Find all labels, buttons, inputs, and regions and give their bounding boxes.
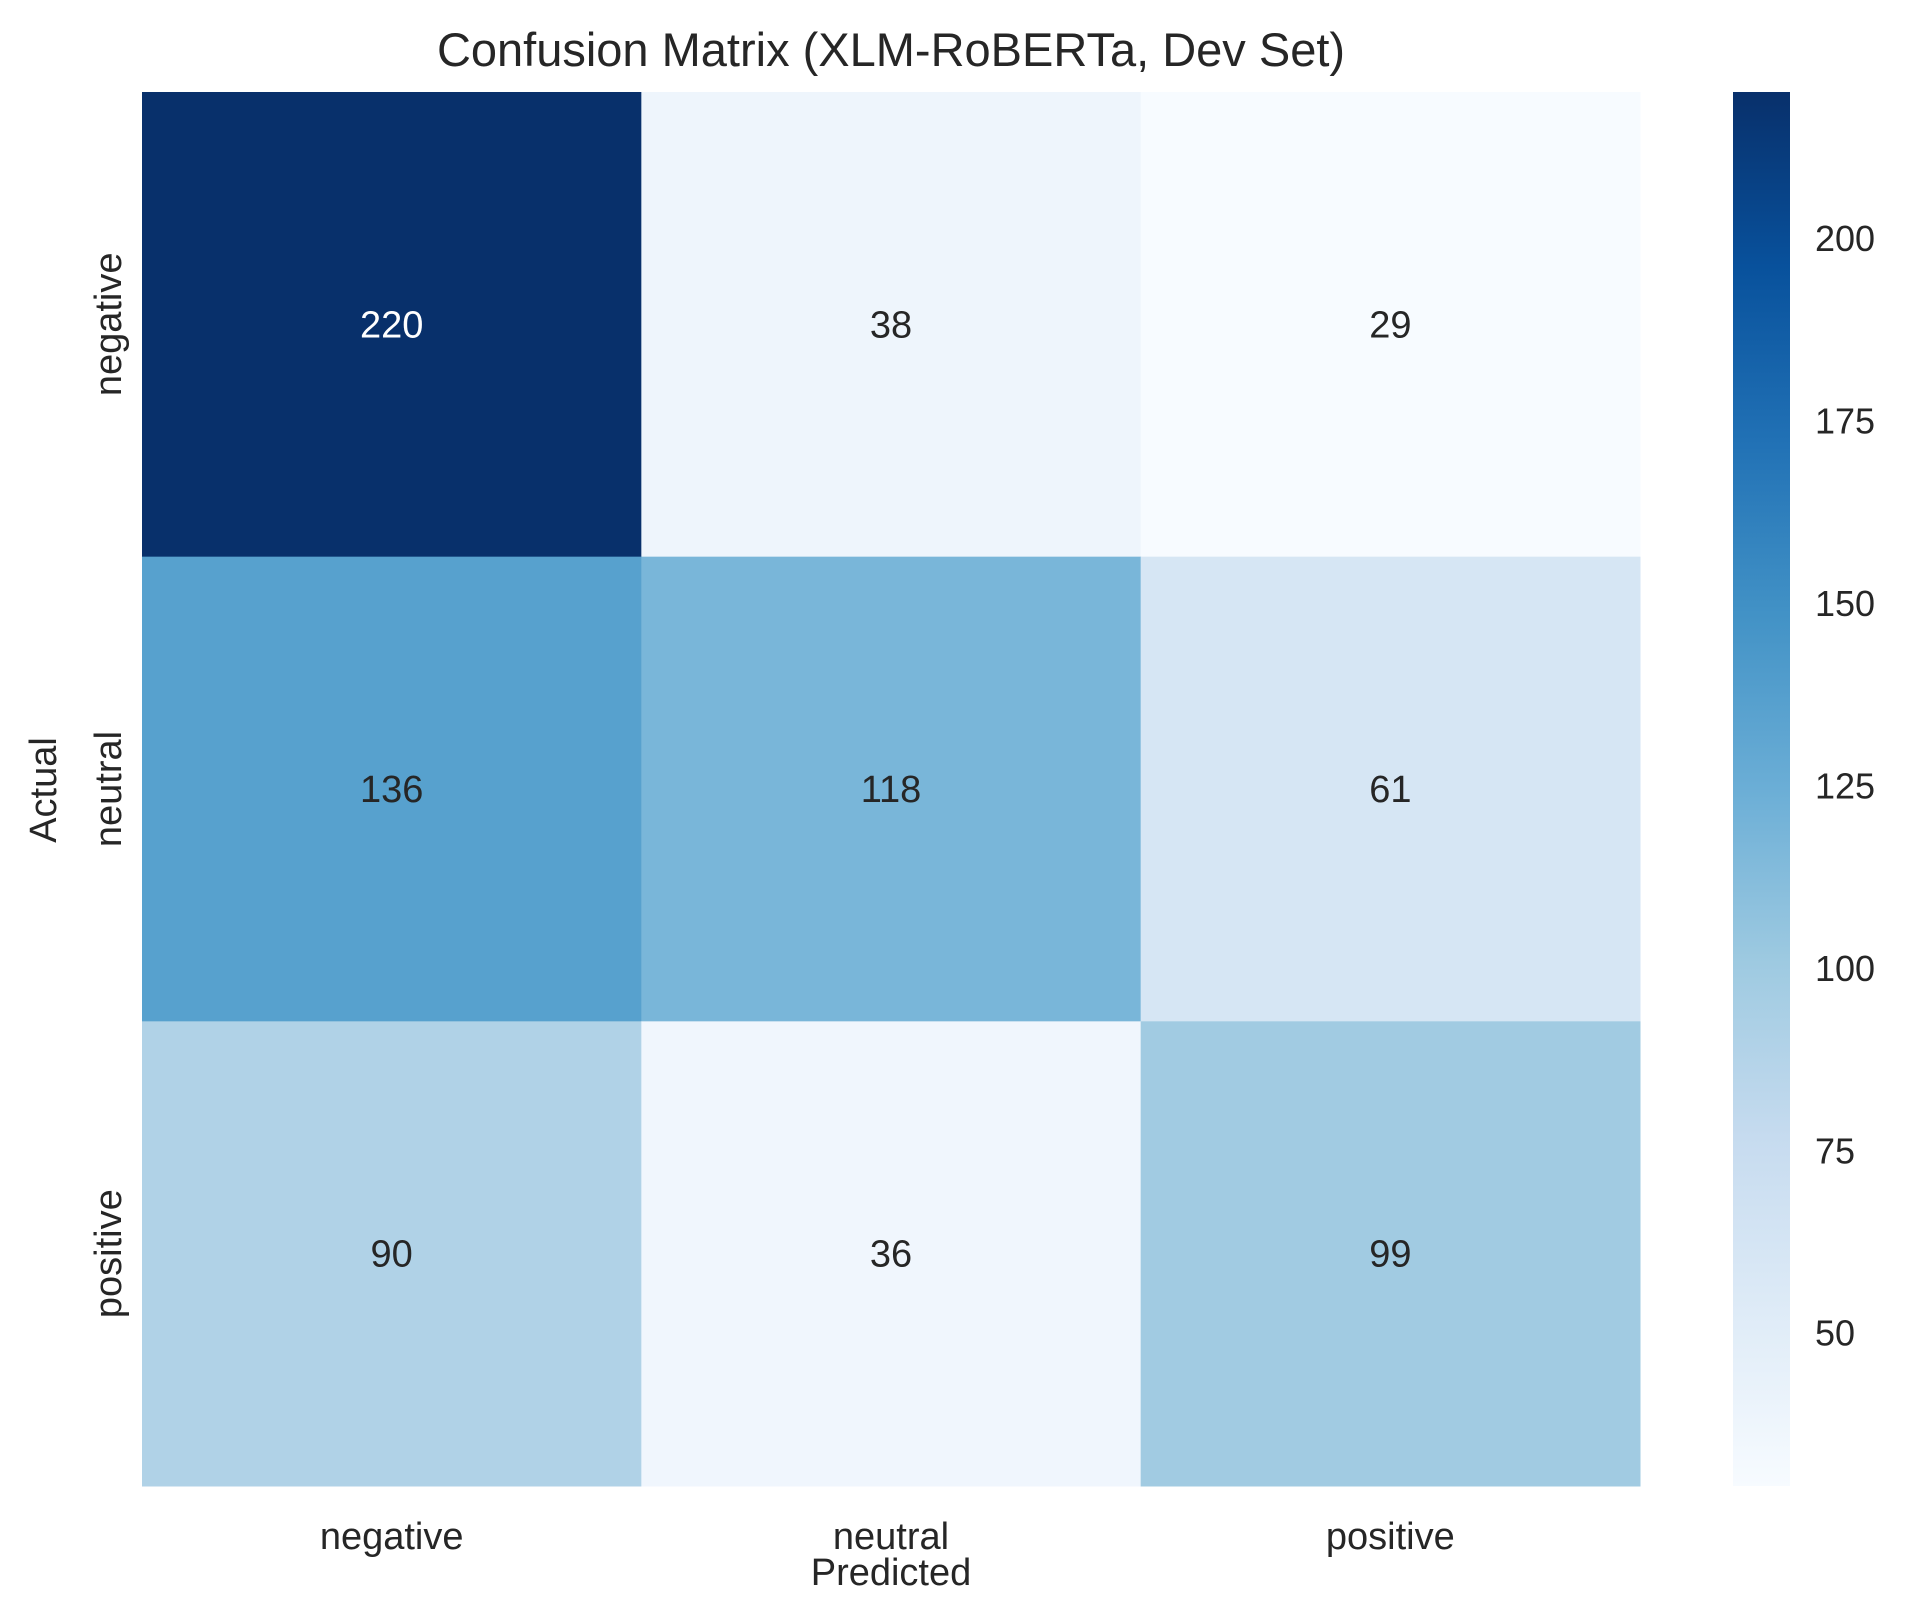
x-tick-label-neutral: neutral xyxy=(833,1516,949,1558)
heatmap-cell-positive-neutral xyxy=(641,1021,1142,1487)
cell-value-label: 90 xyxy=(371,1234,413,1276)
cell-value-label: 38 xyxy=(870,304,912,346)
colorbar-tick-label-150: 150 xyxy=(1815,583,1875,624)
heatmap-cell-negative-negative xyxy=(142,92,642,558)
heatmap-cell-negative-positive xyxy=(1140,92,1641,558)
heatmap-cell-positive-negative xyxy=(142,1021,642,1487)
cell-value-label: 61 xyxy=(1369,769,1411,811)
colorbar-tick-labels: 50 75 100 125 150 175 200 xyxy=(1815,218,1875,1354)
colorbar-tick-label-75: 75 xyxy=(1815,1130,1855,1171)
y-tick-label-negative: negative xyxy=(88,252,130,396)
heatmap-cell-labels: 220 38 29 136 118 61 90 36 99 xyxy=(360,304,1412,1275)
chart-title: Confusion Matrix (XLM-RoBERTa, Dev Set) xyxy=(437,23,1345,76)
heatmap-cell-neutral-negative xyxy=(142,556,642,1022)
x-tick-label-positive: positive xyxy=(1326,1516,1455,1558)
colorbar-tick-label-50: 50 xyxy=(1815,1313,1855,1354)
cell-value-label: 220 xyxy=(360,304,423,346)
cell-value-label: 99 xyxy=(1369,1234,1411,1276)
x-axis-label: Predicted xyxy=(811,1552,972,1594)
y-axis-tick-labels: negative neutral positive xyxy=(88,252,130,1318)
colorbar xyxy=(1733,92,1790,1486)
heatmap-cell-neutral-positive xyxy=(1140,556,1641,1022)
y-axis-label: Actual xyxy=(23,737,65,843)
heatmap-cell-positive-positive xyxy=(1140,1021,1641,1487)
cell-value-label: 136 xyxy=(360,769,423,811)
colorbar-tick-label-200: 200 xyxy=(1815,218,1875,259)
x-axis-tick-labels: negative neutral positive xyxy=(320,1516,1455,1558)
heatmap-cell-neutral-neutral xyxy=(641,556,1142,1022)
y-tick-label-positive: positive xyxy=(88,1189,130,1318)
heatmap-cells xyxy=(142,92,1641,1487)
colorbar-tick-label-175: 175 xyxy=(1815,400,1875,441)
colorbar-tick-label-100: 100 xyxy=(1815,948,1875,989)
heatmap-cell-negative-neutral xyxy=(641,92,1142,558)
cell-value-label: 29 xyxy=(1369,304,1411,346)
colorbar-tick-label-125: 125 xyxy=(1815,765,1875,806)
cell-value-label: 118 xyxy=(861,769,922,811)
x-tick-label-negative: negative xyxy=(320,1516,464,1558)
y-tick-label-neutral: neutral xyxy=(88,731,130,847)
cell-value-label: 36 xyxy=(870,1234,912,1276)
